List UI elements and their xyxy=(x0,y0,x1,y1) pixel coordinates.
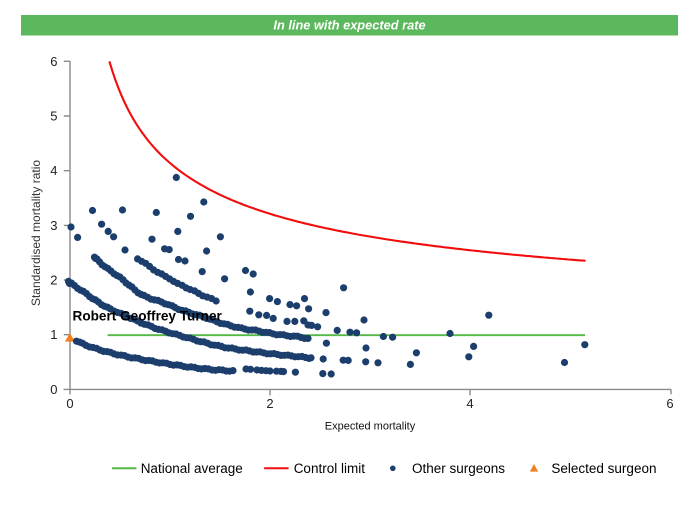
svg-text:1: 1 xyxy=(50,327,57,342)
svg-text:4: 4 xyxy=(466,396,473,411)
svg-text:Other surgeons: Other surgeons xyxy=(412,461,505,476)
svg-text:4: 4 xyxy=(50,163,57,178)
svg-text:Control limit: Control limit xyxy=(294,461,366,476)
svg-text:Standardised mortality ratio: Standardised mortality ratio xyxy=(29,160,43,306)
svg-text:3: 3 xyxy=(50,218,57,233)
svg-text:6: 6 xyxy=(666,396,673,411)
svg-text:6: 6 xyxy=(50,54,57,69)
svg-text:0: 0 xyxy=(66,396,73,411)
svg-text:2: 2 xyxy=(50,273,57,288)
svg-text:2: 2 xyxy=(266,396,273,411)
svg-text:National average: National average xyxy=(141,461,243,476)
svg-text:5: 5 xyxy=(50,109,57,124)
svg-text:In line with expected rate: In line with expected rate xyxy=(273,18,425,33)
svg-text:0: 0 xyxy=(50,382,57,397)
svg-text:Selected surgeon: Selected surgeon xyxy=(551,461,656,476)
svg-text:Robert Geoffrey Turner: Robert Geoffrey Turner xyxy=(73,309,223,324)
svg-text:Expected mortality: Expected mortality xyxy=(325,421,416,433)
